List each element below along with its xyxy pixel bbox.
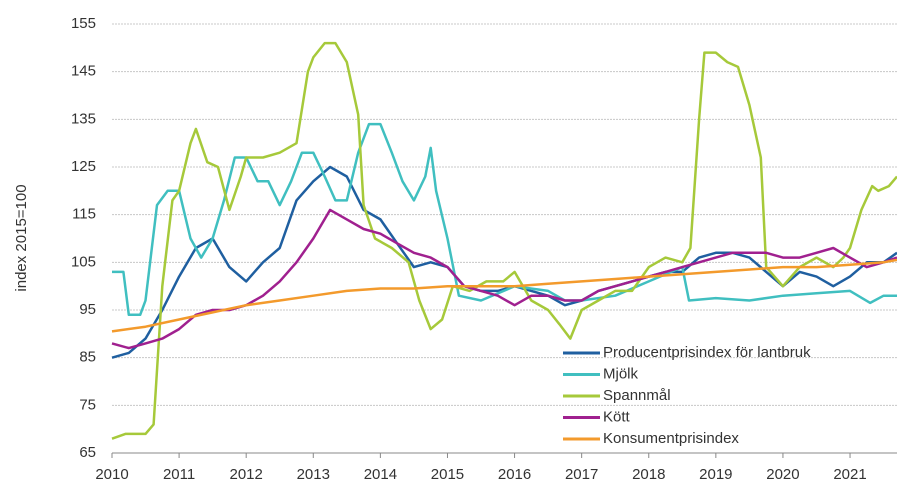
y-tick-label: 155	[71, 15, 96, 32]
x-tick-label: 2012	[230, 466, 263, 483]
legend-label: Spannmål	[603, 387, 671, 404]
y-tick-label: 65	[79, 444, 96, 461]
y-tick-label: 95	[79, 301, 96, 318]
x-tick-label: 2014	[364, 466, 397, 483]
x-tick-label: 2016	[498, 466, 531, 483]
y-tick-label: 135	[71, 110, 96, 127]
series-line	[111, 258, 897, 333]
legend-label: Mjölk	[603, 365, 639, 382]
x-tick-label: 2010	[95, 466, 128, 483]
y-tick-label: 115	[72, 206, 96, 223]
legend-label: Kött	[603, 408, 631, 425]
legend-label: Konsumentprisindex	[603, 430, 739, 447]
x-tick-label: 2017	[565, 466, 598, 483]
y-tick-label: 85	[79, 349, 96, 366]
x-tick-label: 2018	[632, 466, 665, 483]
x-tick-label: 2021	[833, 466, 866, 483]
legend-label: Producentprisindex för lantbruk	[603, 344, 811, 361]
y-tick-label: 125	[71, 158, 96, 175]
y-tick-label: 105	[71, 253, 96, 270]
series-line	[112, 122, 897, 317]
y-tick-label: 145	[71, 63, 96, 80]
y-tick-label: 75	[79, 396, 96, 413]
x-tick-label: 2011	[163, 466, 195, 483]
x-tick-label: 2015	[431, 466, 464, 483]
y-axis-label: index 2015=100	[13, 184, 30, 291]
x-tick-label: 2020	[766, 466, 799, 483]
x-tick-label: 2013	[297, 466, 330, 483]
series-line	[111, 41, 897, 440]
x-tick-label: 2019	[699, 466, 732, 483]
